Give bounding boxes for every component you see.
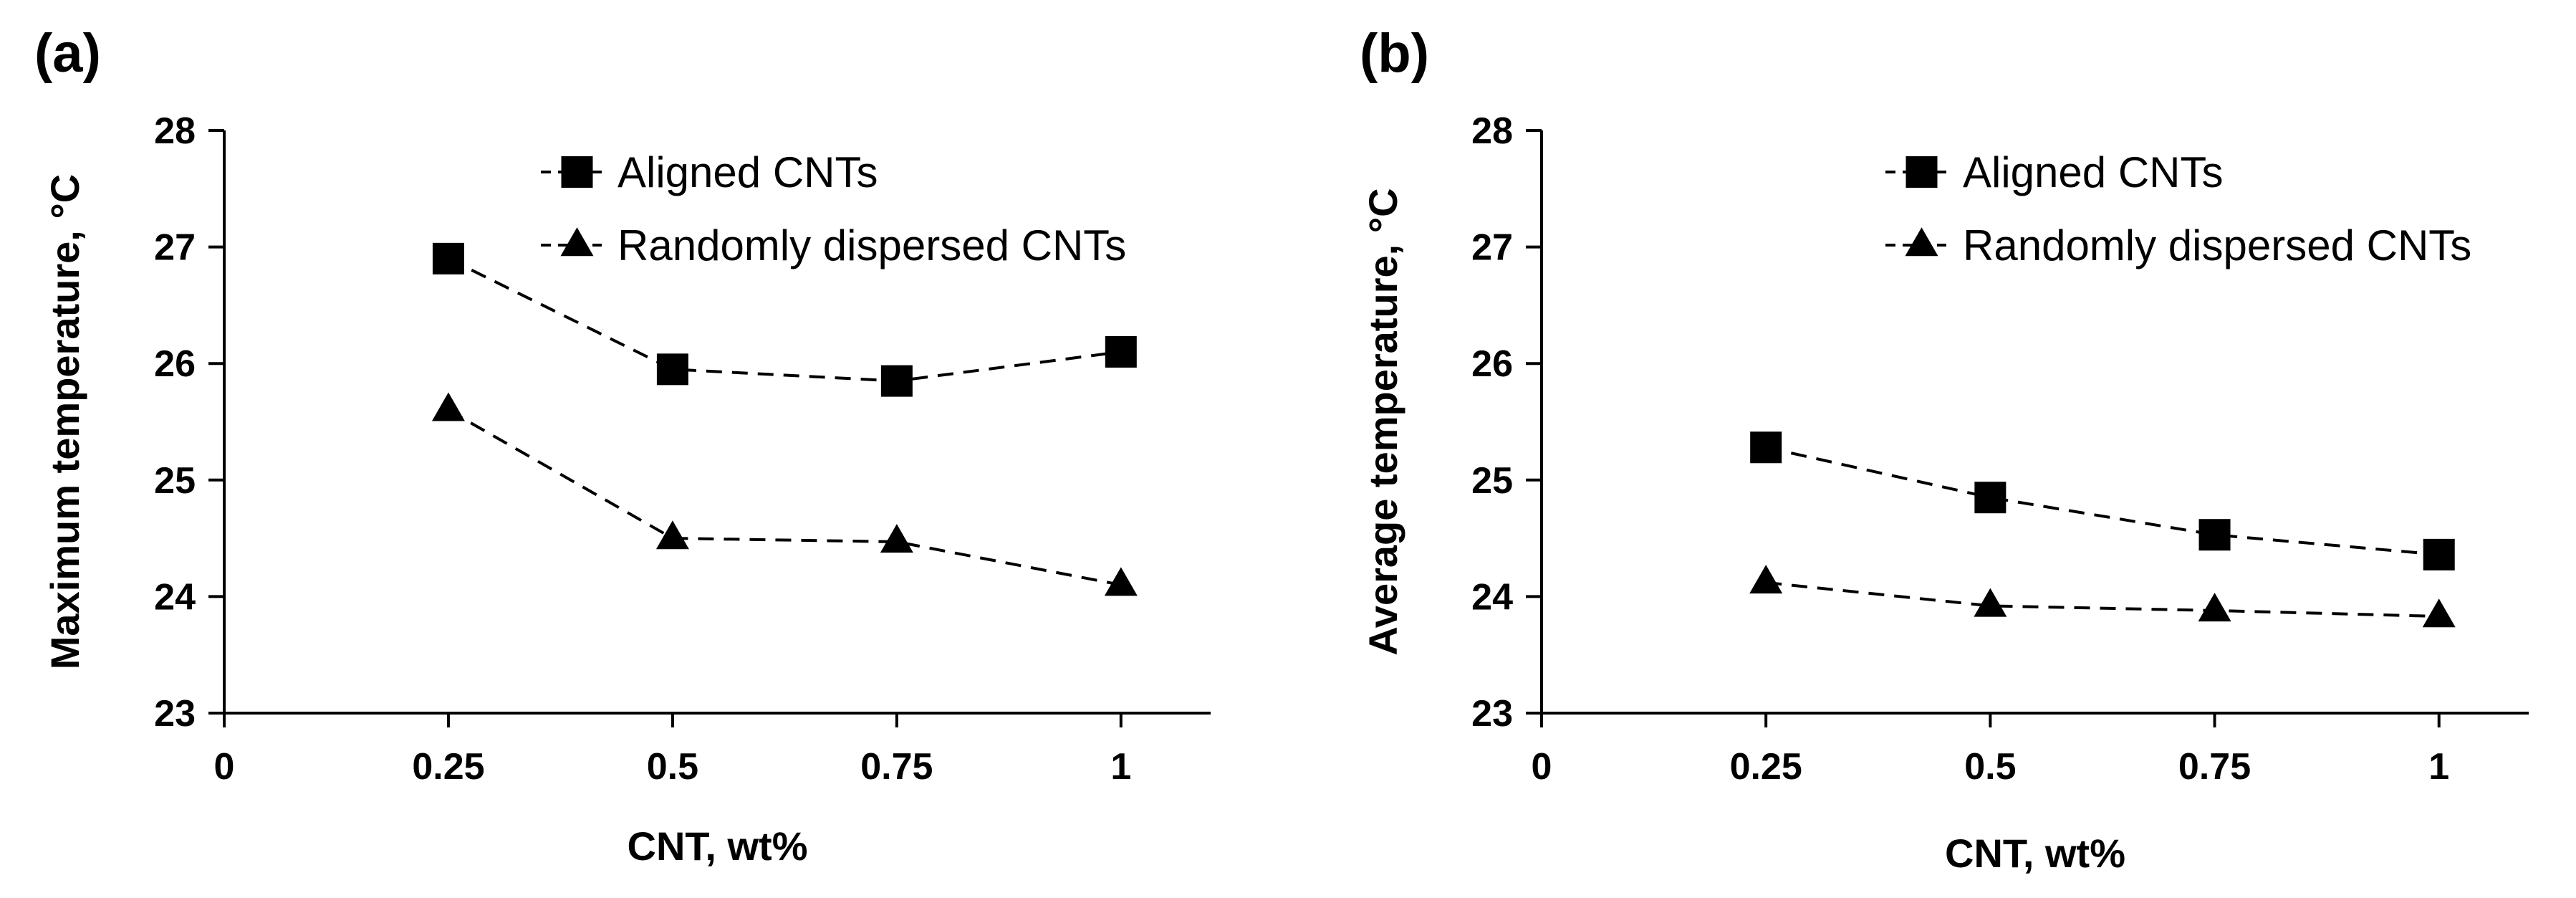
legend-label: Aligned CNTs [617, 148, 878, 196]
x-axis-label: CNT, wt% [1945, 831, 2125, 876]
x-tick-label: 0.5 [647, 746, 698, 788]
triangle-marker [2198, 593, 2231, 622]
legend-label: Aligned CNTs [1963, 148, 2224, 196]
legend-entry: Randomly dispersed CNTs [541, 221, 1126, 269]
panel-b: (b) 23 24 25 26 27 28 0 0.25 0.5 0.75 1 CNT, wt% Aver… [1360, 23, 2529, 876]
legend-label: Randomly dispersed CNTs [617, 221, 1126, 269]
series-line [447, 409, 1122, 587]
y-axis-label: Average temperature, °C [1360, 188, 1405, 655]
x-tick-label: 0.25 [412, 746, 484, 788]
x-tick-label: 0 [214, 746, 235, 788]
triangle-marker [1749, 565, 1783, 594]
legend-entry: Aligned CNTs [541, 148, 878, 196]
legend-entry: Aligned CNTs [1885, 148, 2224, 196]
series-line [1765, 581, 2439, 618]
y-tick-label: 23 [1471, 693, 1513, 735]
triangle-marker [655, 520, 689, 550]
y-tick-label: 25 [154, 460, 196, 502]
x-tick-label: 0 [1532, 746, 1552, 788]
square-marker [1105, 335, 1137, 368]
y-tick-label: 27 [154, 227, 196, 269]
x-tick-label: 0.75 [2178, 746, 2251, 788]
x-tick-label: 0.25 [1730, 746, 1802, 788]
legend-triangle-marker [560, 227, 594, 257]
series-random [431, 392, 1138, 596]
x-axis-label: CNT, wt% [628, 823, 808, 869]
panel-a: (a) 23 24 25 26 27 28 0 0.25 0.5 0.75 1 CNT, wt% Maxi… [34, 23, 1211, 869]
y-tick-label: 28 [1471, 110, 1513, 152]
square-marker [2423, 538, 2455, 570]
y-tick-label: 24 [1471, 576, 1513, 618]
series-aligned [1750, 431, 2455, 570]
x-tick-label: 1 [2428, 746, 2449, 788]
y-tick-label: 28 [154, 110, 196, 152]
triangle-marker [2422, 598, 2456, 628]
triangle-marker [1974, 588, 2007, 617]
y-axis-label: Maximum temperature, °C [42, 174, 87, 669]
series-aligned [432, 242, 1137, 397]
square-marker [1750, 431, 1782, 464]
panel-label: (a) [34, 23, 101, 84]
legend-label: Randomly dispersed CNTs [1963, 221, 2471, 269]
y-tick-label: 24 [154, 576, 196, 618]
triangle-marker [431, 392, 465, 421]
legend-triangle-marker [1905, 227, 1938, 257]
square-marker [1974, 482, 2007, 514]
square-marker [880, 365, 913, 397]
y-tick-label: 26 [1471, 343, 1513, 385]
square-marker [432, 242, 464, 274]
triangle-marker [1104, 567, 1138, 596]
legend-square-marker [561, 156, 593, 188]
legend-square-marker [1905, 156, 1938, 188]
legend-entry: Randomly dispersed CNTs [1885, 221, 2471, 269]
x-tick-label: 0.5 [1964, 746, 2016, 788]
triangle-marker [880, 524, 913, 553]
x-tick-label: 0.75 [860, 746, 933, 788]
y-tick-label: 26 [154, 343, 196, 385]
square-marker [2198, 519, 2231, 551]
series-random [1749, 565, 2456, 628]
panel-label: (b) [1360, 23, 1429, 84]
y-tick-label: 27 [1471, 227, 1513, 269]
series-line [448, 257, 1122, 383]
y-tick-label: 25 [1471, 460, 1513, 502]
x-tick-label: 1 [1110, 746, 1131, 788]
y-tick-label: 23 [154, 693, 196, 735]
square-marker [656, 353, 688, 386]
series-line [1765, 446, 2439, 556]
